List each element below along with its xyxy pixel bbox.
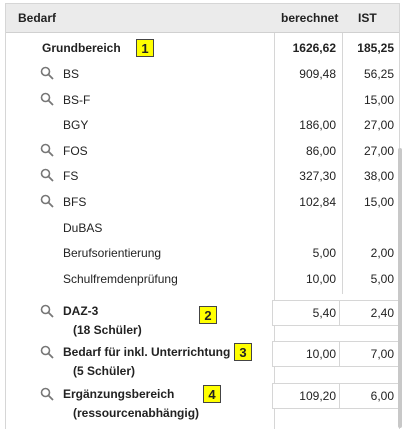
column-divider [274,4,275,429]
value-ist: 5,00 [370,271,394,286]
row-label: Schulfremdenprüfung [63,271,178,286]
row-label: BS-F [63,92,91,107]
table-header: Bedarf berechnet IST [6,4,399,33]
value-box-ist [339,300,399,326]
search-icon[interactable] [40,66,54,80]
value-ist: 185,25 [357,41,394,55]
scrollbar[interactable] [398,148,402,428]
value-berechnet: 186,00 [299,118,336,133]
value-berechnet: 102,84 [299,195,336,209]
row-label: DuBAS [63,220,103,235]
table-row: BS 909,48 56,25 [6,61,399,86]
value-berechnet: 1626,62 [292,41,336,55]
header-berechnet: berechnet [281,11,339,25]
row-label: BS [63,67,80,81]
row-sublabel: (18 Schüler) [73,323,142,337]
search-icon[interactable] [40,143,54,157]
value-ist: 56,25 [363,67,394,81]
row-label: Grundbereich [42,41,121,55]
table-row-special: Bedarf für inkl. Unterrichtung (5 Schüler… [6,341,399,381]
value-berechnet: 10,00 [305,347,336,361]
annotation-badge: 1 [136,39,154,57]
table-row: FOS 86,00 27,00 [6,138,399,163]
row-label: Berufsorientierung [63,246,162,261]
row-label: Ergänzungsbereich [63,387,175,401]
value-berechnet: 5,40 [312,306,336,320]
value-ist: 6,00 [370,389,394,403]
value-box-berechnet [272,341,340,367]
row-label: FOS [63,143,88,158]
value-ist: 15,00 [363,195,394,209]
table-row: Berufsorientierung 5,00 2,00 [6,240,399,265]
value-box-berechnet [272,300,340,326]
annotation-badge: 3 [234,343,252,361]
table-row: BFS 102,84 15,00 [6,189,399,214]
value-berechnet: 5,00 [312,246,336,261]
row-label: Bedarf für inkl. Unterrichtung [63,345,231,359]
row-label: DAZ-3 [63,304,99,318]
value-ist: 2,00 [370,246,394,261]
table-row: BS-F 15,00 [6,87,399,112]
value-berechnet: 86,00 [305,143,336,158]
header-ist: IST [358,11,377,25]
value-ist: 15,00 [363,92,394,107]
table-row: DuBAS [6,215,399,240]
value-box-ist [339,383,399,409]
row-label: FS [63,169,79,184]
search-icon[interactable] [40,387,54,401]
row-label: BGY [63,118,89,133]
search-icon[interactable] [40,194,54,208]
value-box-ist [339,341,399,367]
value-ist: 2,40 [370,306,394,320]
value-berechnet: 109,20 [299,389,336,403]
search-icon[interactable] [40,304,54,318]
value-ist: 27,00 [363,118,394,133]
column-divider [342,4,343,294]
search-icon[interactable] [40,168,54,183]
value-ist: 7,00 [370,347,394,361]
search-icon[interactable] [40,92,54,106]
annotation-badge: 4 [203,385,221,403]
value-ist: 38,00 [363,169,394,184]
value-berechnet: 327,30 [299,169,336,184]
row-label: BFS [63,195,87,209]
value-berechnet: 909,48 [299,67,336,81]
value-ist: 27,00 [363,143,394,158]
bedarf-table: Bedarf berechnet IST Grundbereich 1 1626… [5,3,400,429]
row-sublabel: (5 Schüler) [73,364,136,378]
table-row: FS 327,30 38,00 [6,163,399,188]
header-bedarf: Bedarf [18,11,57,25]
table-row: BGY 186,00 27,00 [6,112,399,137]
table-row-special: DAZ-3 (18 Schüler) 2 5,40 2,40 [6,300,399,340]
table-row-special: Ergänzungsbereich (ressourcenabhängig) 4 10… [6,383,399,423]
value-berechnet: 10,00 [305,271,336,286]
row-sublabel: (ressourcenabhängig) [73,406,200,420]
table-row-grundbereich: Grundbereich 1 1626,62 185,25 [6,36,399,61]
search-icon[interactable] [40,345,54,359]
table-row: Schulfremdenprüfung 10,00 5,00 [6,266,399,291]
annotation-badge: 2 [199,306,217,324]
